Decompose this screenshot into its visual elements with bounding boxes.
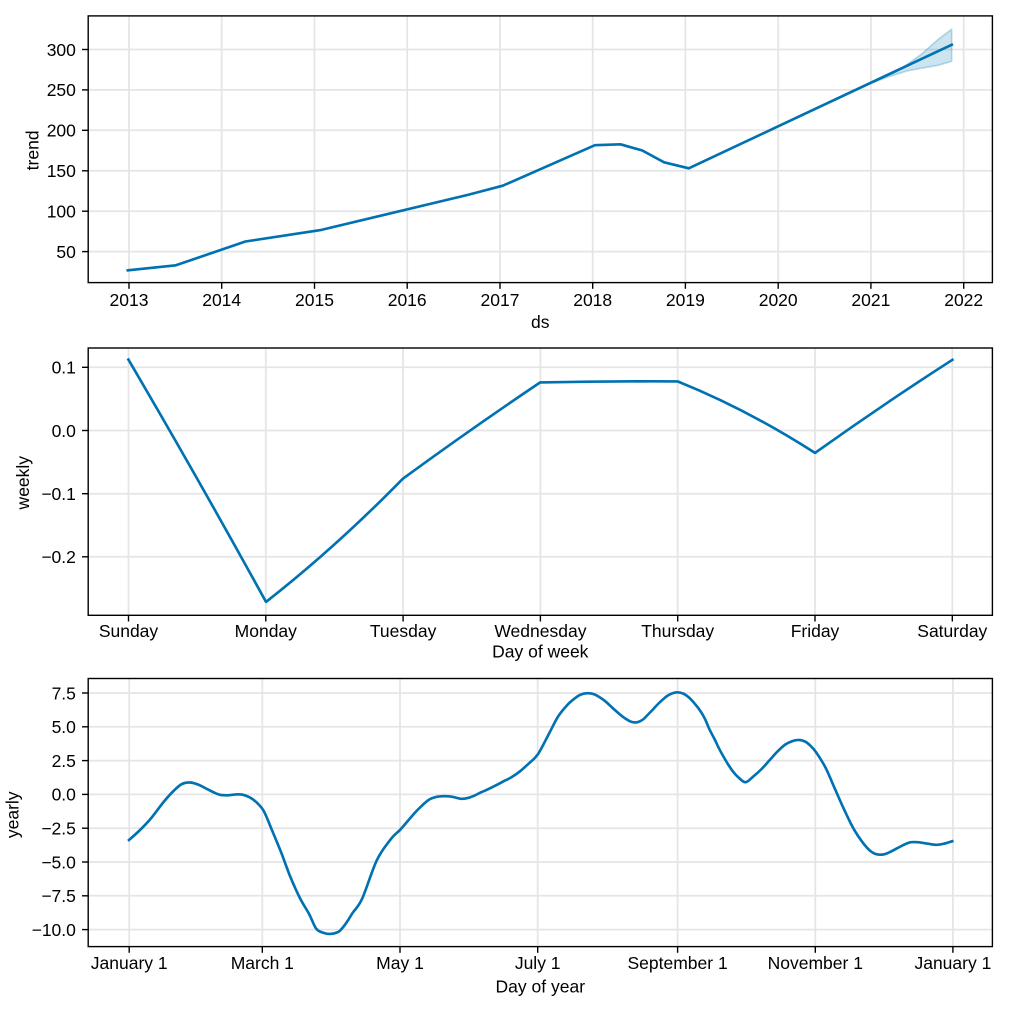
svg-text:2020: 2020 bbox=[759, 290, 798, 310]
svg-text:−5.0: −5.0 bbox=[41, 852, 76, 872]
svg-text:7.5: 7.5 bbox=[52, 683, 76, 703]
svg-text:0.0: 0.0 bbox=[52, 785, 77, 805]
svg-text:0.1: 0.1 bbox=[52, 358, 76, 378]
svg-text:5.0: 5.0 bbox=[52, 717, 77, 737]
svg-text:May 1: May 1 bbox=[376, 953, 424, 973]
svg-text:100: 100 bbox=[47, 202, 76, 222]
svg-text:−2.5: −2.5 bbox=[41, 819, 76, 839]
svg-text:September 1: September 1 bbox=[627, 953, 727, 973]
svg-text:−10.0: −10.0 bbox=[32, 920, 77, 940]
svg-text:July 1: July 1 bbox=[515, 953, 561, 973]
svg-text:March 1: March 1 bbox=[231, 953, 294, 973]
svg-text:Tuesday: Tuesday bbox=[370, 621, 437, 641]
svg-text:−7.5: −7.5 bbox=[41, 886, 76, 906]
svg-text:Friday: Friday bbox=[791, 621, 840, 641]
svg-text:ds: ds bbox=[531, 312, 550, 332]
svg-text:Saturday: Saturday bbox=[917, 621, 987, 641]
svg-text:−0.2: −0.2 bbox=[41, 547, 76, 567]
svg-text:2016: 2016 bbox=[388, 290, 427, 310]
svg-text:trend: trend bbox=[23, 130, 43, 170]
svg-text:Sunday: Sunday bbox=[99, 621, 159, 641]
svg-text:0.0: 0.0 bbox=[52, 421, 77, 441]
svg-text:Wednesday: Wednesday bbox=[494, 621, 586, 641]
svg-text:2019: 2019 bbox=[666, 290, 705, 310]
svg-text:−0.1: −0.1 bbox=[41, 484, 76, 504]
svg-text:Day of week: Day of week bbox=[492, 641, 589, 661]
svg-text:January 1: January 1 bbox=[914, 953, 991, 973]
svg-text:2017: 2017 bbox=[481, 290, 520, 310]
svg-text:50: 50 bbox=[56, 242, 76, 262]
svg-text:150: 150 bbox=[47, 161, 76, 181]
svg-text:2022: 2022 bbox=[944, 290, 983, 310]
svg-text:2021: 2021 bbox=[851, 290, 890, 310]
svg-text:Thursday: Thursday bbox=[641, 621, 714, 641]
svg-text:November 1: November 1 bbox=[768, 953, 863, 973]
svg-text:weekly: weekly bbox=[13, 456, 33, 511]
svg-text:January 1: January 1 bbox=[91, 953, 168, 973]
svg-text:2.5: 2.5 bbox=[52, 751, 76, 771]
svg-text:2013: 2013 bbox=[110, 290, 149, 310]
svg-text:200: 200 bbox=[47, 121, 76, 141]
svg-text:300: 300 bbox=[47, 40, 76, 60]
svg-text:250: 250 bbox=[47, 80, 76, 100]
svg-text:2015: 2015 bbox=[295, 290, 334, 310]
svg-text:Day of year: Day of year bbox=[496, 976, 586, 996]
svg-text:Monday: Monday bbox=[235, 621, 298, 641]
svg-text:2014: 2014 bbox=[202, 290, 241, 310]
svg-text:yearly: yearly bbox=[3, 791, 23, 838]
svg-text:2018: 2018 bbox=[573, 290, 612, 310]
